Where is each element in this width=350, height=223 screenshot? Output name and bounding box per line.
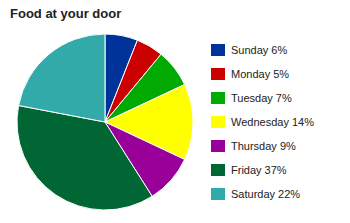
legend-item: Monday 5% xyxy=(211,68,289,80)
pie xyxy=(17,34,193,210)
legend-item: Sunday 6% xyxy=(211,44,287,56)
legend-label: Wednesday 14% xyxy=(231,116,314,128)
legend-swatch xyxy=(211,68,225,80)
legend-label: Friday 37% xyxy=(231,164,287,176)
legend-swatch xyxy=(211,92,225,104)
legend-item: Thursday 9% xyxy=(211,140,296,152)
legend-item: Saturday 22% xyxy=(211,188,300,200)
title: Food at your door xyxy=(10,6,121,21)
legend-swatch xyxy=(211,44,225,56)
legend-item: Friday 37% xyxy=(211,164,287,176)
pie-slice xyxy=(19,34,105,122)
chart: Food at your door Sunday 6% Monday 5% Tuesd… xyxy=(0,0,350,223)
legend-swatch xyxy=(211,116,225,128)
legend-swatch xyxy=(211,164,225,176)
legend-label: Monday 5% xyxy=(231,68,289,80)
legend-label: Thursday 9% xyxy=(231,140,296,152)
pie-slice xyxy=(17,106,152,210)
legend-swatch xyxy=(211,188,225,200)
legend-item: Tuesday 7% xyxy=(211,92,292,104)
legend-label: Sunday 6% xyxy=(231,44,287,56)
legend-item: Wednesday 14% xyxy=(211,116,314,128)
legend-label: Tuesday 7% xyxy=(231,92,292,104)
legend-label: Saturday 22% xyxy=(231,188,300,200)
legend-swatch xyxy=(211,140,225,152)
legend: Sunday 6% Monday 5% Tuesday 7% Wednesday 14… xyxy=(211,44,314,200)
